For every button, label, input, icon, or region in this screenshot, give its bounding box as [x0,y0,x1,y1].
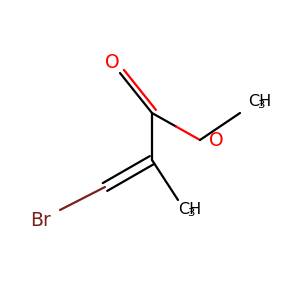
Text: CH: CH [248,94,271,110]
Text: CH: CH [178,202,201,217]
Text: O: O [105,52,119,71]
Text: Br: Br [30,211,51,230]
Text: 3: 3 [256,100,264,110]
Text: 3: 3 [187,208,194,218]
Text: O: O [209,130,224,149]
